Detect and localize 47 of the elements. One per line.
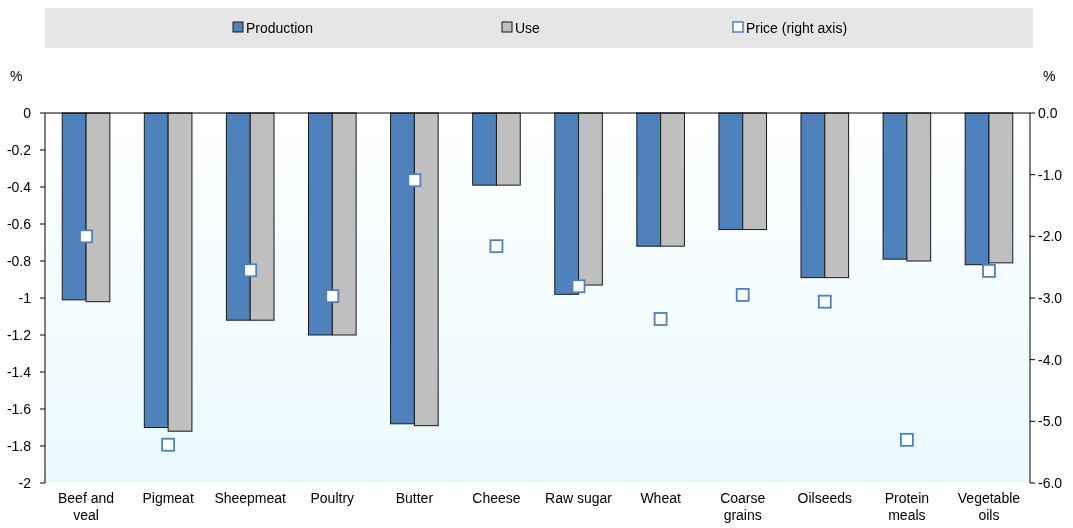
- y-tick-label: -1.2: [6, 327, 32, 343]
- x-tick-label: Coarse grains: [720, 490, 766, 523]
- y-tick-label: -1.4: [6, 364, 32, 380]
- y-tick-label: -0.2: [6, 142, 32, 158]
- point: [735, 288, 750, 302]
- y-tick-label: -1: [18, 290, 32, 306]
- x-tick-label: Cheese: [472, 490, 521, 506]
- x-tick-label: Sheepmeat: [214, 490, 287, 506]
- point: [325, 289, 340, 304]
- y2-tick-label: -4.0: [1038, 351, 1063, 368]
- point: [407, 173, 422, 188]
- x-tick-label: Raw sugar: [545, 490, 613, 506]
- y2-tick-label: -5.0: [1038, 413, 1063, 430]
- y-tick-label: -0.4: [6, 179, 32, 195]
- y2-tick-label: -1.0: [1038, 166, 1063, 183]
- point: [243, 263, 258, 278]
- y-tick-label: -1.8: [6, 438, 32, 454]
- y-tick-label: -0.8: [6, 253, 32, 269]
- legend-label: Price (right axis): [746, 20, 848, 36]
- y2-tick-label: -2.0: [1038, 228, 1063, 245]
- point: [899, 432, 914, 447]
- y2-tick-label: -6.0: [1038, 475, 1063, 491]
- x-tick-label: Wheat: [640, 490, 681, 506]
- legend-label: Production: [246, 20, 313, 36]
- x-tick-label: Vegetable oils: [957, 490, 1021, 523]
- point: [79, 229, 93, 244]
- y-tick-label: -2: [18, 475, 32, 491]
- point: [817, 294, 832, 309]
- y-axis-title: %: [10, 68, 23, 84]
- point: [161, 437, 176, 452]
- y2-tick-label: 0.0: [1038, 105, 1058, 121]
- x-tick-label: Poultry: [310, 490, 355, 506]
- x-tick-label: Oilseeds: [797, 490, 853, 506]
- point: [982, 263, 996, 278]
- y2-axis-title: %: [1043, 68, 1056, 84]
- x-tick-label: Beef and veal: [58, 490, 115, 523]
- y-tick-label: 0: [23, 105, 32, 121]
- point: [489, 239, 504, 254]
- y-tick-label: -0.6: [6, 216, 32, 232]
- y-tick-label: -1.6: [6, 401, 32, 417]
- point: [571, 279, 586, 294]
- x-tick-label: Pigmeat: [142, 490, 194, 506]
- legend-label: Use: [515, 20, 541, 36]
- y2-tick-label: -3.0: [1038, 290, 1063, 306]
- x-tick-label: Butter: [395, 490, 434, 506]
- point: [653, 312, 668, 326]
- x-tick-label: Protein meals: [884, 490, 930, 523]
